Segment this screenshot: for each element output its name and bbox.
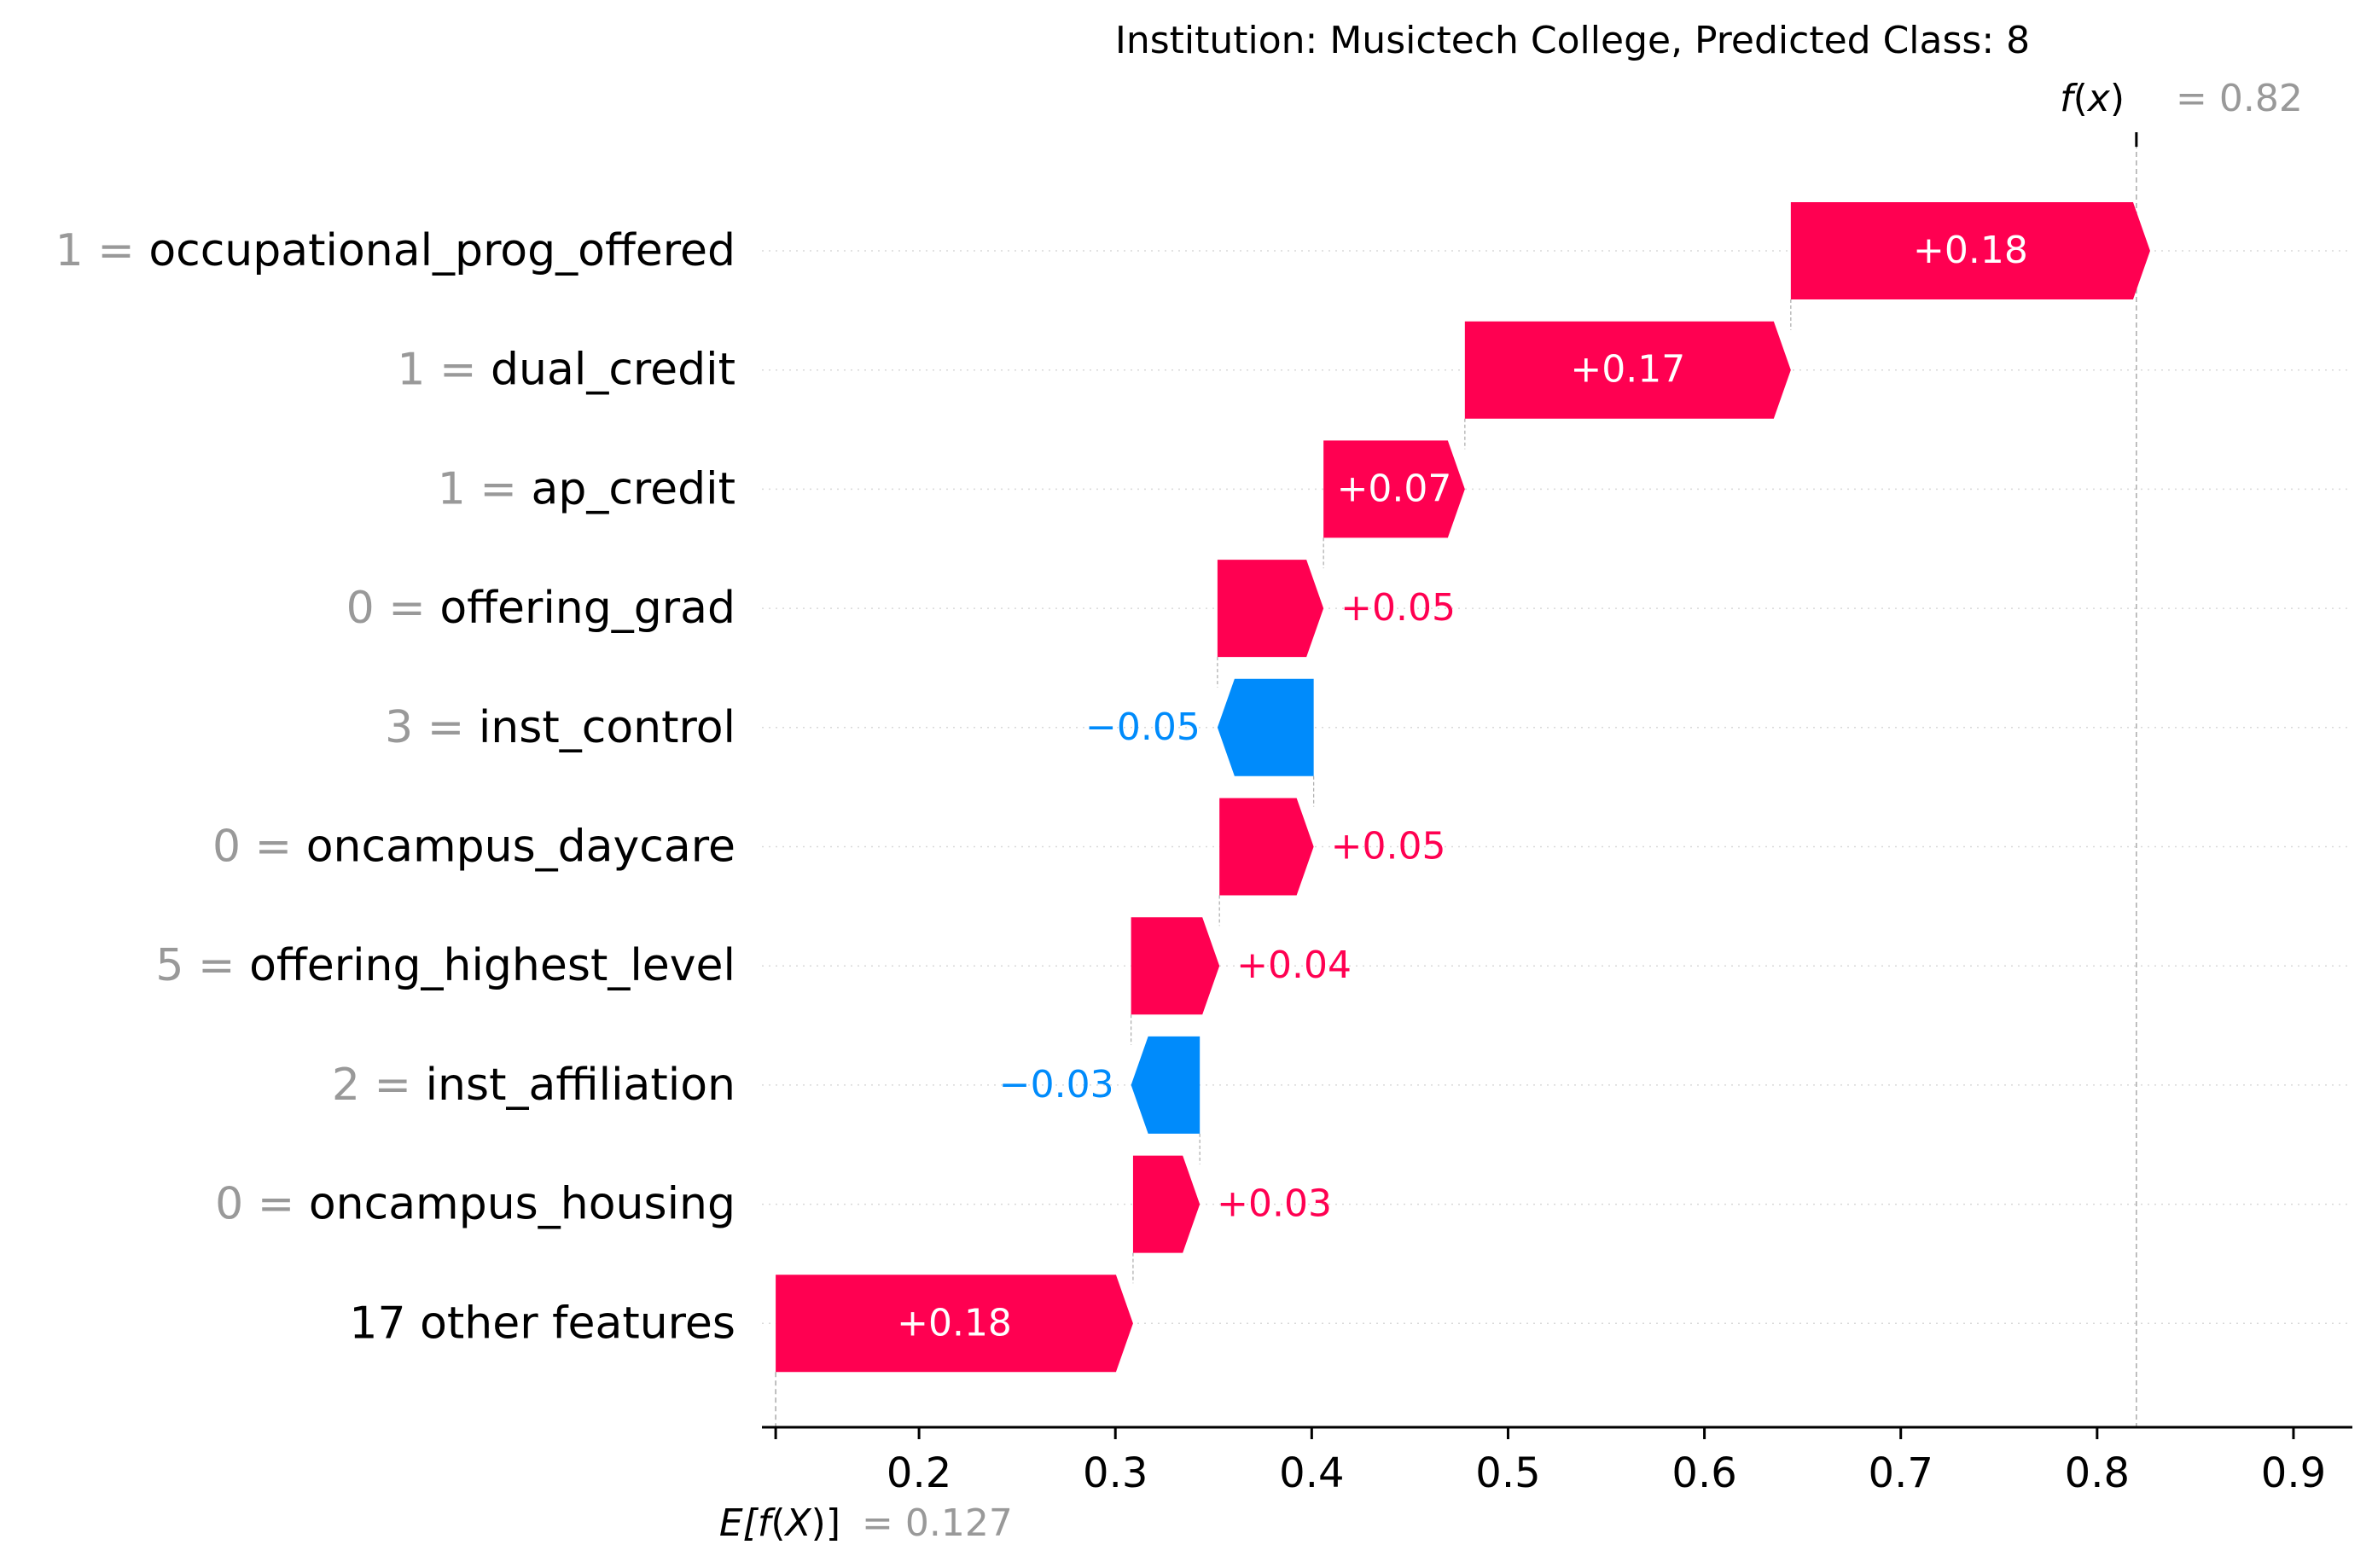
fx-label-var: x [2086, 77, 2111, 120]
contribution-label: +0.17 [1570, 348, 1685, 392]
feature-label: 1 = occupational_prog_offered [55, 225, 735, 276]
contribution-label: +0.05 [1340, 586, 1456, 630]
feature-value: 2 = [332, 1060, 426, 1111]
feature-label: 1 = ap_credit [438, 463, 735, 514]
feature-value: 3 = [385, 702, 479, 753]
contribution-label: +0.03 [1217, 1182, 1332, 1226]
feature-label: 0 = oncampus_daycare [212, 822, 735, 873]
bar [1219, 798, 1314, 896]
x-tick-label: 0.4 [1279, 1449, 1344, 1497]
contribution-label: −0.03 [999, 1063, 1114, 1106]
feature-name: ap_credit [531, 463, 735, 514]
ex-label-suffix: )] [811, 1501, 840, 1545]
feature-label: 1 = dual_credit [397, 345, 735, 396]
feature-value: 1 = [55, 225, 149, 276]
ex-label-var: X [784, 1501, 812, 1545]
bar [1323, 440, 1465, 538]
feature-label: 17 other features [349, 1298, 735, 1349]
bar [1217, 560, 1324, 658]
chart-title: Institution: Musictech College, Predicte… [1115, 19, 2030, 62]
bar [1217, 678, 1314, 776]
ex-label: E[f(X)] = 0.127 [719, 1501, 1013, 1545]
contribution-label: +0.04 [1236, 944, 1352, 987]
svg-text:E[f(X)]: E[f(X)] [719, 1501, 840, 1545]
feature-name: oncampus_housing [309, 1179, 735, 1230]
feature-label: 3 = inst_control [385, 702, 735, 753]
feature-name: offering_highest_level [249, 940, 735, 991]
x-tick-label: 0.5 [1475, 1449, 1540, 1497]
contribution-label: +0.07 [1337, 467, 1452, 510]
bar [1132, 1155, 1201, 1253]
bar [776, 1275, 1133, 1373]
bar [1131, 1036, 1201, 1134]
feature-name: dual_credit [491, 345, 735, 396]
feature-label: 0 = oncampus_housing [215, 1179, 735, 1230]
fx-label: f(x) = 0.82 [2060, 77, 2303, 120]
x-tick-label: 0.9 [2261, 1449, 2326, 1497]
svg-text:f(x): f(x) [2060, 77, 2125, 120]
feature-value: 5 = [155, 940, 249, 991]
x-tick-label: 0.7 [1869, 1449, 1933, 1497]
contribution-label: +0.05 [1331, 825, 1446, 868]
contribution-label: +0.18 [1913, 229, 2028, 272]
bar [1131, 917, 1220, 1015]
feature-name: inst_affiliation [426, 1060, 735, 1111]
feature-value: 1 = [397, 345, 491, 396]
feature-name: oncampus_daycare [306, 822, 735, 873]
feature-value: 0 = [215, 1179, 309, 1230]
x-tick-label: 0.2 [887, 1449, 951, 1497]
bar [1790, 202, 2150, 299]
contribution-label: −0.05 [1085, 706, 1201, 749]
feature-name: offering_grad [439, 583, 735, 634]
fx-value: = 0.82 [2176, 77, 2303, 120]
feature-name: 17 other features [349, 1298, 735, 1349]
x-tick-label: 0.8 [2065, 1449, 2130, 1497]
x-tick-label: 0.6 [1671, 1449, 1736, 1497]
bar [1464, 321, 1791, 419]
feature-label: 0 = offering_grad [346, 583, 735, 634]
feature-value: 0 = [212, 822, 306, 873]
x-tick-label: 0.3 [1083, 1449, 1148, 1497]
contribution-label: +0.18 [897, 1301, 1012, 1344]
feature-value: 0 = [346, 583, 440, 634]
feature-label: 5 = offering_highest_level [155, 940, 735, 991]
feature-label: 2 = inst_affiliation [332, 1060, 735, 1111]
feature-value: 1 = [438, 463, 532, 514]
ex-value: = 0.127 [862, 1501, 1013, 1545]
feature-name: occupational_prog_offered [148, 225, 735, 276]
ex-label-prefix: E[ [719, 1501, 759, 1545]
feature-name: inst_control [479, 702, 735, 753]
